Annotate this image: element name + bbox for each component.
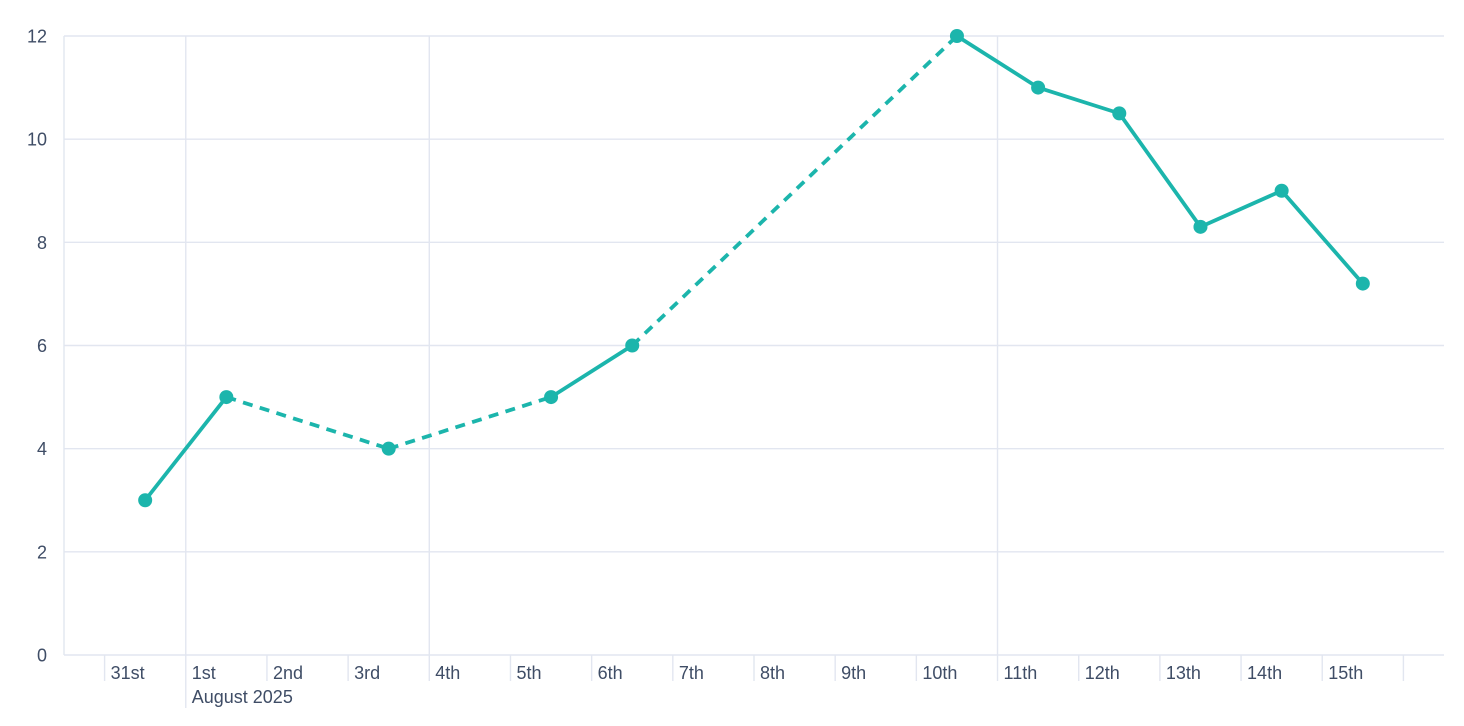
series-segment-dashed bbox=[630, 34, 959, 347]
series-segment-solid bbox=[1279, 188, 1365, 286]
y-tick-label: 12 bbox=[27, 27, 47, 47]
data-point-marker bbox=[544, 390, 559, 405]
series-segment-dashed bbox=[225, 395, 390, 451]
data-point-marker bbox=[1274, 183, 1289, 198]
series-segment-solid bbox=[955, 34, 1041, 90]
series-segment-solid bbox=[143, 395, 229, 503]
data-point-marker bbox=[949, 29, 964, 43]
y-tick-label: 4 bbox=[37, 439, 47, 459]
x-tick-label: 7th bbox=[679, 663, 704, 683]
data-point-marker bbox=[625, 338, 640, 353]
series-segment-solid bbox=[1117, 111, 1203, 229]
series-segment-solid bbox=[1036, 85, 1122, 116]
x-axis-month-label: August 2025 bbox=[192, 687, 293, 707]
x-tick-label: 3rd bbox=[354, 663, 380, 683]
x-tick-label: 12th bbox=[1085, 663, 1120, 683]
x-tick-label: 15th bbox=[1328, 663, 1363, 683]
x-tick-label: 11th bbox=[1004, 663, 1038, 683]
data-point-marker bbox=[1193, 219, 1208, 234]
data-point-marker bbox=[1112, 106, 1127, 121]
data-point-marker bbox=[219, 390, 234, 405]
x-tick-label: 9th bbox=[841, 663, 866, 683]
series-segment-solid bbox=[549, 343, 635, 399]
x-tick-label: 1st bbox=[192, 663, 216, 683]
y-tick-label: 0 bbox=[37, 646, 47, 666]
x-tick-label: 8th bbox=[760, 663, 785, 683]
data-point-marker bbox=[381, 441, 396, 456]
x-tick-label: 6th bbox=[598, 663, 623, 683]
x-tick-label: 31st bbox=[111, 663, 145, 683]
data-point-marker bbox=[138, 493, 153, 508]
x-tick-label: 13th bbox=[1166, 663, 1201, 683]
series-segment-solid bbox=[1198, 188, 1284, 229]
x-tick-label: 2nd bbox=[273, 663, 303, 683]
x-tick-label: 10th bbox=[922, 663, 957, 683]
y-tick-label: 8 bbox=[37, 233, 47, 253]
data-point-marker bbox=[1031, 80, 1046, 95]
x-tick-label: 5th bbox=[516, 663, 541, 683]
series-segment-dashed bbox=[388, 395, 552, 451]
data-point-marker bbox=[1355, 276, 1370, 291]
x-tick-label: 4th bbox=[435, 663, 460, 683]
x-tick-label: 14th bbox=[1247, 663, 1282, 683]
y-tick-label: 6 bbox=[37, 336, 47, 356]
y-tick-label: 2 bbox=[37, 542, 47, 562]
y-tick-label: 10 bbox=[27, 130, 47, 150]
